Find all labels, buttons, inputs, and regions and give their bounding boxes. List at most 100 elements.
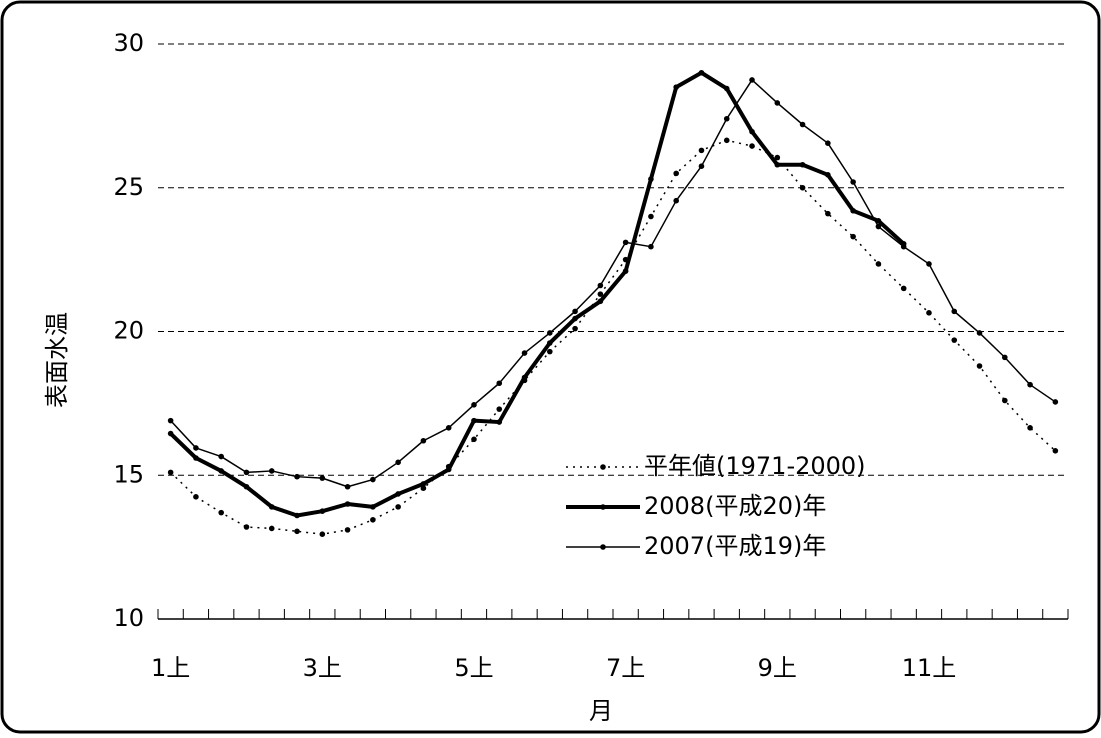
point: [193, 455, 199, 461]
point: [951, 337, 958, 343]
point: [749, 77, 755, 83]
legend-label: 2007(平成19)年: [644, 532, 826, 560]
point: [547, 330, 553, 336]
point: [370, 476, 376, 483]
point: [799, 161, 806, 168]
point: [875, 218, 882, 224]
point: [547, 348, 553, 355]
y-tick-label: 15: [113, 460, 144, 488]
point: [268, 504, 275, 510]
point: [749, 128, 755, 135]
x-tick-label: 11上: [902, 654, 957, 682]
y-tick-label: 10: [113, 604, 144, 632]
point: [572, 315, 578, 322]
point: [622, 268, 629, 274]
point: [420, 481, 427, 487]
y-tick-label: 30: [113, 29, 144, 57]
point: [344, 501, 351, 507]
point: [370, 504, 376, 510]
point: [825, 140, 831, 146]
point: [648, 213, 654, 220]
point: [471, 402, 477, 408]
point: [774, 100, 781, 106]
point: [900, 285, 907, 292]
legend-marker: [600, 464, 606, 470]
point: [521, 350, 528, 356]
point: [218, 468, 224, 474]
point: [749, 143, 755, 149]
series-line: [169, 70, 906, 518]
point: [597, 282, 604, 289]
point: [1052, 448, 1059, 454]
point: [597, 298, 604, 305]
point: [622, 239, 629, 246]
point: [294, 512, 300, 519]
point: [799, 184, 806, 191]
point: [471, 417, 477, 424]
point: [496, 380, 503, 387]
point: [319, 475, 326, 481]
point: [698, 163, 705, 169]
point: [445, 466, 452, 473]
point: [976, 330, 983, 336]
point: [875, 223, 882, 230]
point: [673, 197, 679, 204]
point: [395, 491, 401, 497]
point: [294, 528, 300, 535]
legend-marker: [600, 504, 606, 510]
point: [496, 419, 503, 425]
legend-label: 2008(平成20)年: [644, 492, 826, 520]
point: [1027, 381, 1033, 388]
point: [243, 524, 250, 530]
point: [673, 170, 679, 177]
x-tick-label: 9上: [758, 654, 797, 682]
point: [471, 436, 477, 443]
point: [167, 469, 174, 476]
point: [976, 363, 983, 369]
point: [698, 69, 705, 76]
point: [167, 430, 174, 437]
point: [395, 504, 401, 510]
point: [193, 494, 199, 500]
point: [344, 527, 351, 533]
point: [218, 509, 224, 516]
point: [597, 291, 604, 297]
point: [1002, 354, 1008, 361]
point: [420, 437, 427, 444]
point: [648, 243, 654, 250]
x-tick-label: 7上: [606, 654, 645, 682]
x-tick-label: 1上: [151, 654, 190, 682]
point: [850, 179, 856, 185]
point: [395, 459, 401, 466]
point: [268, 468, 275, 474]
point: [547, 340, 553, 346]
point: [572, 325, 578, 332]
point: [926, 310, 932, 316]
point: [1052, 399, 1059, 405]
point: [723, 115, 730, 122]
point: [1002, 397, 1008, 404]
point: [850, 233, 856, 240]
point: [496, 406, 503, 412]
point: [344, 483, 351, 490]
point: [825, 210, 831, 217]
point: [799, 121, 806, 128]
point: [420, 485, 427, 491]
point: [850, 207, 856, 214]
point: [673, 84, 679, 90]
y-tick-label: 20: [113, 317, 144, 345]
point: [521, 374, 528, 381]
x-tick-label: 5上: [454, 654, 493, 682]
point: [774, 161, 781, 168]
point: [319, 508, 326, 514]
point: [951, 308, 958, 315]
point: [193, 445, 199, 451]
point: [243, 469, 250, 476]
point: [370, 517, 376, 523]
legend-marker: [600, 544, 606, 550]
point: [445, 425, 452, 431]
y-tick-label: 25: [113, 173, 144, 201]
point: [167, 417, 174, 424]
